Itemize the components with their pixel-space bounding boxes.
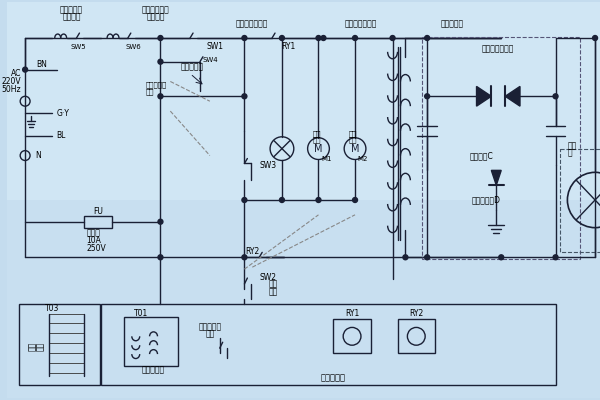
Text: RY2: RY2 [245, 247, 259, 256]
Text: N: N [35, 151, 41, 160]
Text: 风扇: 风扇 [312, 130, 321, 137]
Circle shape [23, 67, 28, 72]
Text: BL: BL [57, 131, 66, 140]
Bar [334, 318, 371, 353]
Circle shape [425, 255, 430, 260]
Text: M2: M2 [358, 156, 368, 162]
Circle shape [353, 36, 358, 40]
Text: G·Y: G·Y [57, 108, 70, 118]
Bar [124, 316, 178, 366]
Text: 电脑控制板: 电脑控制板 [321, 373, 346, 382]
Text: 火力控制继电器: 火力控制继电器 [345, 20, 377, 29]
Bar [7, 200, 600, 398]
Circle shape [158, 94, 163, 99]
Circle shape [158, 59, 163, 64]
Circle shape [321, 36, 326, 40]
Text: 状态: 状态 [269, 287, 278, 296]
Text: 电机: 电机 [312, 136, 321, 143]
Circle shape [499, 255, 503, 260]
Circle shape [553, 94, 558, 99]
Text: 开关: 开关 [146, 88, 154, 95]
Text: 保护开关: 保护开关 [62, 13, 81, 22]
Polygon shape [491, 170, 501, 185]
Text: 10A: 10A [86, 236, 101, 245]
Text: 保险管: 保险管 [86, 228, 100, 237]
Circle shape [158, 36, 163, 40]
Text: SW3: SW3 [259, 161, 277, 170]
Text: SW4: SW4 [202, 57, 218, 63]
Circle shape [553, 255, 558, 260]
Circle shape [316, 198, 321, 202]
Text: M1: M1 [321, 156, 332, 162]
Bar [422, 37, 580, 259]
Circle shape [158, 255, 163, 260]
Text: 开关: 开关 [205, 330, 214, 339]
Circle shape [353, 198, 358, 202]
Text: 低压变压器: 低压变压器 [142, 365, 165, 374]
Circle shape [425, 94, 430, 99]
Text: 炉腔热继电: 炉腔热继电 [60, 6, 83, 15]
Circle shape [242, 255, 247, 260]
Text: 开关: 开关 [37, 342, 46, 351]
Text: 电机: 电机 [349, 136, 358, 143]
Polygon shape [476, 86, 491, 106]
Text: AC: AC [11, 69, 21, 78]
Circle shape [242, 198, 247, 202]
Circle shape [158, 219, 163, 224]
Text: RY2: RY2 [409, 309, 424, 318]
Bar [85, 216, 112, 228]
Text: M: M [314, 144, 323, 154]
Text: FU: FU [93, 207, 103, 216]
Text: SW6: SW6 [126, 44, 142, 50]
Circle shape [593, 36, 598, 40]
Polygon shape [505, 86, 520, 106]
Text: M: M [351, 144, 359, 154]
Text: 门第一联锁开关: 门第一联锁开关 [236, 20, 268, 29]
Text: 门监控开关: 门监控开关 [180, 62, 203, 71]
Text: RY1: RY1 [345, 309, 359, 318]
Bar [19, 304, 100, 385]
Text: 高压电路保护器: 高压电路保护器 [482, 44, 514, 53]
Text: 220V: 220V [2, 77, 21, 86]
Text: 高压电容C: 高压电容C [470, 151, 493, 160]
Text: SW5: SW5 [71, 44, 86, 50]
Text: 高压二极管D: 高压二极管D [472, 196, 500, 204]
Text: SW1: SW1 [206, 42, 223, 51]
Circle shape [242, 94, 247, 99]
Circle shape [242, 36, 247, 40]
Text: 高压变压器: 高压变压器 [440, 20, 463, 29]
Circle shape [425, 36, 430, 40]
Text: T03: T03 [44, 304, 59, 313]
Text: 门开: 门开 [269, 280, 278, 288]
Circle shape [316, 36, 321, 40]
Text: 转盘: 转盘 [349, 130, 358, 137]
Text: 门第三联锁: 门第三联锁 [146, 81, 167, 88]
Text: SW2: SW2 [259, 272, 276, 282]
Circle shape [280, 198, 284, 202]
Text: 管: 管 [568, 148, 572, 157]
Bar [101, 304, 556, 385]
Bar [398, 318, 435, 353]
Text: 保护开关: 保护开关 [146, 13, 165, 22]
Text: RY1: RY1 [282, 42, 296, 51]
Text: 50Hz: 50Hz [2, 85, 21, 94]
Bar [560, 149, 600, 252]
Text: 调谐: 调谐 [28, 342, 37, 351]
Circle shape [390, 36, 395, 40]
Text: 磁控管热继电: 磁控管热继电 [142, 6, 169, 15]
Text: 门第二联锁: 门第二联锁 [198, 322, 221, 331]
Text: 250V: 250V [86, 244, 106, 253]
Text: 磁控: 磁控 [568, 141, 577, 150]
Circle shape [280, 36, 284, 40]
Circle shape [403, 255, 408, 260]
Text: BN: BN [37, 60, 47, 69]
Text: T01: T01 [134, 309, 148, 318]
